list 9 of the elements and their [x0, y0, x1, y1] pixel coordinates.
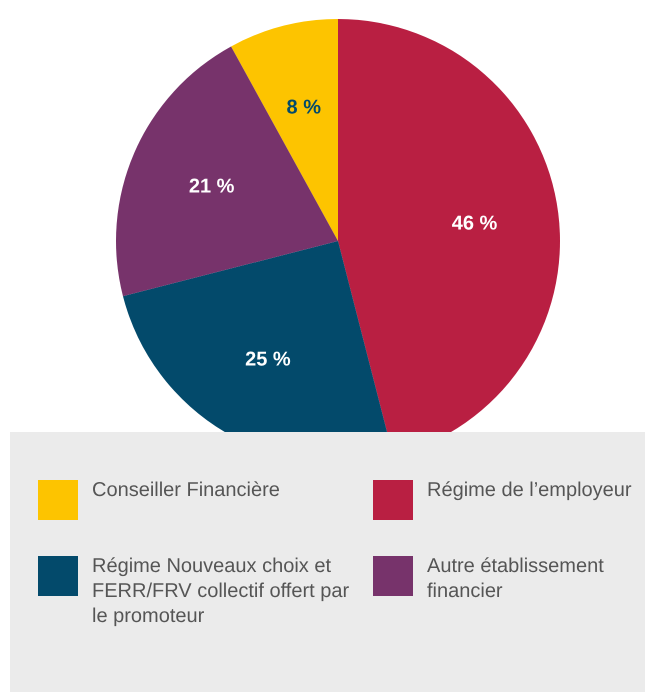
- legend-label: Autre établissement financier: [427, 554, 605, 604]
- legend-label: Conseiller Financière: [92, 478, 281, 503]
- data-label: 8 %: [286, 96, 322, 119]
- legend-label: Régime Nouveaux choix et FERR/FRV collectif offert par le promoteur: [92, 554, 350, 629]
- data-label: 21 %: [188, 175, 235, 198]
- data-label: 46 %: [452, 212, 498, 235]
- pie-slice: [116, 46, 338, 296]
- data-label: 25 %: [245, 348, 291, 370]
- legend-label: Régime de l’employeur: [427, 478, 633, 503]
